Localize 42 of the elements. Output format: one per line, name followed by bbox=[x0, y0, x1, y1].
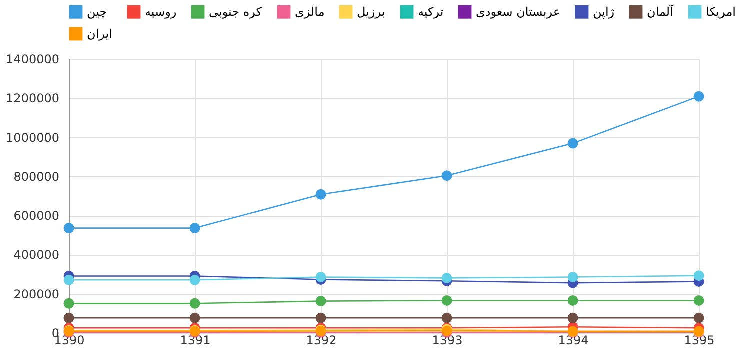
legend-label: ژاپن bbox=[593, 5, 615, 20]
point bbox=[190, 223, 200, 234]
legend-label: ترکیه bbox=[418, 5, 444, 20]
legend-label: آلمان bbox=[647, 4, 674, 20]
y-tick-label: 600000 bbox=[14, 209, 60, 224]
point bbox=[442, 295, 452, 306]
point bbox=[64, 298, 74, 309]
point bbox=[694, 312, 704, 324]
point bbox=[568, 295, 578, 306]
y-tick-label: 1000000 bbox=[6, 130, 60, 145]
point bbox=[568, 272, 578, 282]
point bbox=[442, 312, 452, 324]
point bbox=[190, 298, 200, 309]
point bbox=[316, 189, 326, 200]
y-tick-label: 200000 bbox=[14, 287, 60, 302]
legend-label: ایران bbox=[87, 27, 112, 41]
point bbox=[316, 312, 326, 324]
point bbox=[442, 272, 452, 284]
legend-label: عربستان سعودی bbox=[476, 5, 561, 20]
y-tick-label: 400000 bbox=[14, 248, 60, 262]
legend-label: چین bbox=[87, 5, 108, 20]
point bbox=[694, 91, 704, 102]
point bbox=[190, 274, 200, 286]
point bbox=[694, 295, 704, 306]
legend-label: روسیه bbox=[145, 5, 177, 20]
point bbox=[316, 296, 326, 307]
point bbox=[64, 274, 74, 286]
point bbox=[64, 223, 74, 234]
point bbox=[568, 312, 578, 324]
legend-label: امریکا bbox=[706, 5, 736, 20]
point bbox=[694, 270, 704, 282]
legend-label: مالزی bbox=[295, 5, 325, 20]
y-tick-label: 1400000 bbox=[6, 52, 60, 66]
y-tick-label: 1200000 bbox=[6, 92, 60, 106]
y-tick-label: 800000 bbox=[14, 170, 60, 184]
legend-label: برزیل bbox=[357, 5, 386, 20]
point bbox=[64, 312, 74, 324]
point bbox=[316, 272, 326, 282]
point bbox=[568, 138, 578, 149]
legend-label: کره جنوبی bbox=[209, 5, 262, 20]
point bbox=[442, 170, 452, 182]
point bbox=[190, 312, 200, 324]
